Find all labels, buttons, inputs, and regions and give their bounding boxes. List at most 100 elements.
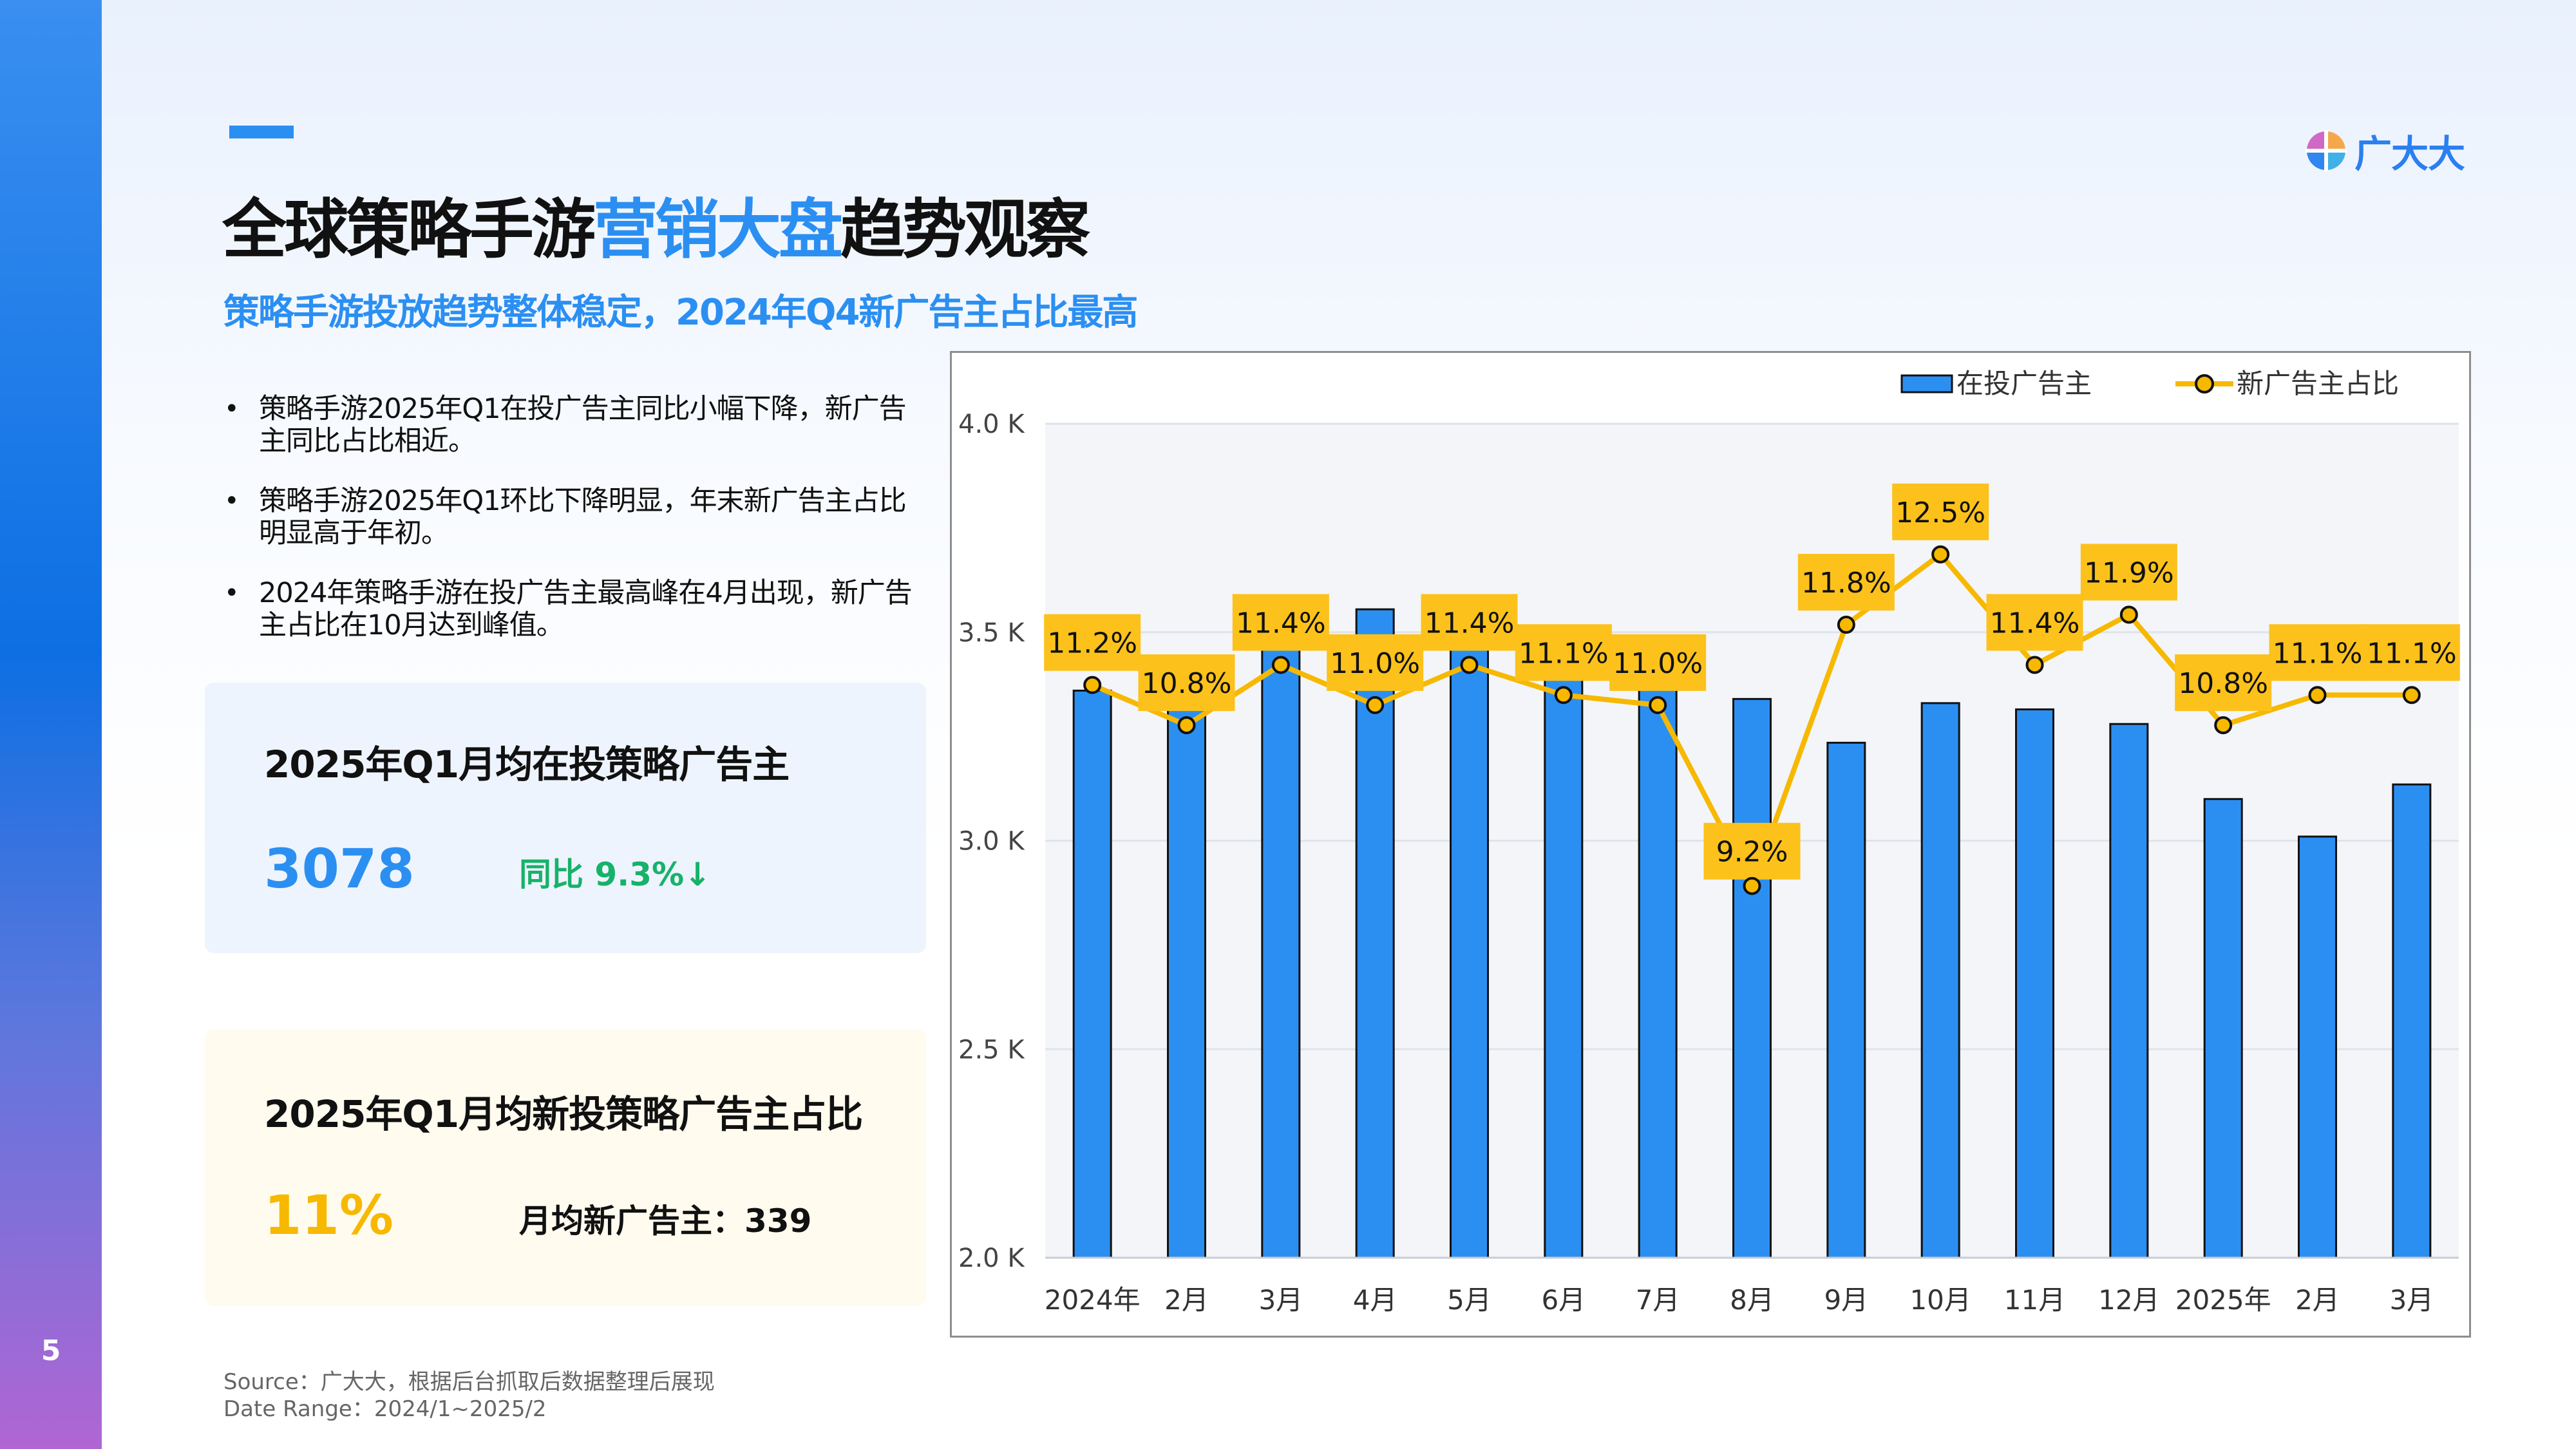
data-label: 12.5% [1895, 497, 1985, 529]
ratio-point [2214, 716, 2233, 735]
advertiser-trend-chart: 4.0 K 3.5 K 3.0 K 2.5 K 2.0 K 2024年 2月 3月 4月 5月 6月… [950, 351, 2471, 1338]
title-accent-dash [229, 126, 294, 138]
y-tick-label: 3.0 K [958, 827, 1025, 857]
card-value: 11% [264, 1184, 394, 1247]
ratio-point [1366, 696, 1385, 714]
bar [1355, 608, 1395, 1259]
x-tick-label: 5月 [1447, 1284, 1492, 1316]
bar [1732, 697, 1772, 1259]
data-label-bg [2269, 624, 2366, 681]
footer-note: Source：广大大，根据后台抓取后数据整理后展现 Date Range：202… [223, 1368, 715, 1423]
data-label: 11.1% [2273, 637, 2363, 670]
x-tick-label: 7月 [1636, 1284, 1680, 1316]
bar [1638, 641, 1678, 1259]
source-text: Source：广大大，根据后台抓取后数据整理后展现 [223, 1369, 715, 1395]
bar [1072, 689, 1112, 1259]
data-label-bg [1609, 634, 1707, 691]
bar [1450, 631, 1489, 1259]
data-label-bg [1892, 483, 1989, 540]
ratio-point [1837, 616, 1855, 634]
title-part-1: 全球策略手游 [222, 192, 596, 267]
ratio-point [1083, 676, 1102, 694]
active-advertisers-card: 2025年Q1月均在投策略广告主 3078 同比 9.3%↓ [205, 683, 926, 953]
bar [2015, 708, 2054, 1259]
data-label-bg [1797, 554, 1895, 611]
data-label: 11.0% [1613, 647, 1703, 680]
bar [1544, 656, 1584, 1259]
logo-icon [2306, 130, 2347, 171]
x-tick-label: 2025年 [2175, 1284, 2271, 1316]
y-tick-label: 2.0 K [958, 1244, 1025, 1273]
data-label-bg [2363, 624, 2460, 681]
data-label-bg [2080, 544, 2177, 601]
insight-item: 策略手游2025年Q1环比下降明显，年末新广告主占比明显高于年初。 [219, 485, 927, 549]
bar [1920, 702, 1960, 1259]
new-advertisers-card: 2025年Q1月均新投策略广告主占比 11% 月均新广告主：339 [205, 1029, 926, 1306]
bar [1167, 696, 1206, 1259]
data-label: 11.2% [1047, 627, 1137, 660]
data-label-bg [1044, 614, 1141, 671]
y-tick-label: 4.0 K [958, 410, 1025, 439]
data-label: 10.8% [2178, 667, 2268, 700]
data-label-bg [1515, 624, 1612, 681]
x-tick-label: 2月 [1164, 1284, 1209, 1316]
x-tick-label: 8月 [1730, 1284, 1774, 1316]
page-number: 5 [41, 1334, 61, 1367]
ratio-point [1554, 686, 1573, 705]
legend-bar-swatch [1900, 374, 1953, 393]
ratio-point [1460, 656, 1479, 674]
x-tick-label: 2月 [2295, 1284, 2340, 1316]
ratio-point [1271, 656, 1290, 674]
data-label-bg [1986, 594, 2083, 651]
data-label: 11.4% [1990, 607, 2080, 639]
ratio-point [2025, 656, 2044, 674]
insight-item: 策略手游2025年Q1在投广告主同比小幅下降，新广告主同比占比相近。 [219, 393, 927, 457]
bar [2109, 723, 2149, 1259]
insight-list: 策略手游2025年Q1在投广告主同比小幅下降，新广告主同比占比相近。 策略手游2… [219, 393, 927, 669]
brand-logo: 广大大 [2306, 124, 2465, 178]
data-label-bg [1138, 654, 1235, 712]
bar [1826, 741, 1866, 1259]
ratio-point [2308, 686, 2327, 705]
data-label-bg [2175, 654, 2272, 712]
ratio-point [2402, 686, 2421, 705]
data-label: 11.0% [1330, 647, 1420, 680]
legend-label: 在投广告主 [1956, 368, 2092, 399]
x-tick-label: 10月 [1909, 1284, 1971, 1316]
x-tick-label: 6月 [1541, 1284, 1586, 1316]
x-tick-label: 4月 [1353, 1284, 1397, 1316]
date-range-text: Date Range：2024/1~2025/2 [223, 1396, 547, 1422]
side-accent-bar [0, 0, 102, 1449]
x-tick-label: 2024年 [1045, 1284, 1141, 1316]
page-title: 全球策略手游营销大盘趋势观察 [222, 177, 1090, 270]
ratio-point [1931, 545, 1950, 564]
yoy-change: 同比 9.3%↓ [519, 856, 711, 893]
y-tick-label: 3.5 K [958, 618, 1025, 648]
y-tick-label: 2.5 K [958, 1035, 1025, 1065]
data-label: 9.2% [1716, 836, 1788, 869]
bar [1261, 633, 1301, 1259]
title-highlight: 营销大盘 [593, 192, 843, 267]
insight-item: 2024年策略手游在投广告主最高峰在4月出现，新广告主占比在10月达到峰值。 [219, 577, 927, 641]
data-label: 11.9% [2084, 556, 2174, 589]
data-label: 11.4% [1425, 607, 1515, 639]
ratio-point [1649, 696, 1667, 714]
x-tick-label: 3月 [2389, 1284, 2434, 1316]
ratio-point [1177, 716, 1196, 735]
x-tick-label: 11月 [2004, 1284, 2065, 1316]
ratio-point [1743, 876, 1761, 895]
data-label-bg [1421, 594, 1518, 651]
legend-label: 新广告主占比 [2237, 368, 2399, 399]
bar [2298, 835, 2337, 1259]
data-label-bg [1703, 822, 1801, 880]
x-tick-label: 9月 [1824, 1284, 1868, 1316]
x-tick-label: 3月 [1258, 1284, 1303, 1316]
card-value: 3078 [264, 837, 415, 900]
chart-svg: 4.0 K 3.5 K 3.0 K 2.5 K 2.0 K 2024年 2月 3月 4月 5月 6月… [958, 368, 2460, 1316]
monthly-new-advertisers: 月均新广告主：339 [519, 1202, 812, 1240]
logo-text: 广大大 [2354, 132, 2465, 176]
data-label: 11.4% [1236, 607, 1326, 639]
bar [2392, 783, 2432, 1259]
data-label: 11.1% [1519, 637, 1609, 670]
bar [2203, 798, 2243, 1259]
